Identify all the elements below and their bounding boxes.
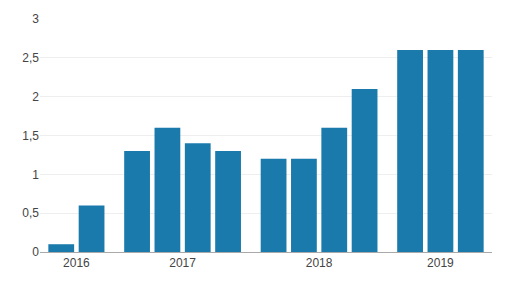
svg-text:1,5: 1,5 — [22, 129, 39, 143]
svg-text:2,5: 2,5 — [22, 51, 39, 65]
svg-text:2019: 2019 — [427, 256, 454, 270]
svg-text:0,5: 0,5 — [22, 206, 39, 220]
svg-text:2: 2 — [32, 90, 39, 104]
svg-text:2016: 2016 — [63, 256, 90, 270]
svg-text:1: 1 — [32, 168, 39, 182]
svg-text:2018: 2018 — [306, 256, 333, 270]
svg-text:2017: 2017 — [169, 256, 196, 270]
svg-text:3: 3 — [32, 12, 39, 26]
svg-text:0: 0 — [32, 245, 39, 259]
